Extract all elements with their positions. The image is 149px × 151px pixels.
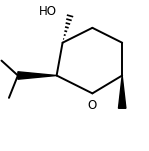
Text: HO: HO <box>39 5 57 18</box>
Polygon shape <box>18 72 57 79</box>
Polygon shape <box>118 76 126 108</box>
Text: O: O <box>88 99 97 112</box>
